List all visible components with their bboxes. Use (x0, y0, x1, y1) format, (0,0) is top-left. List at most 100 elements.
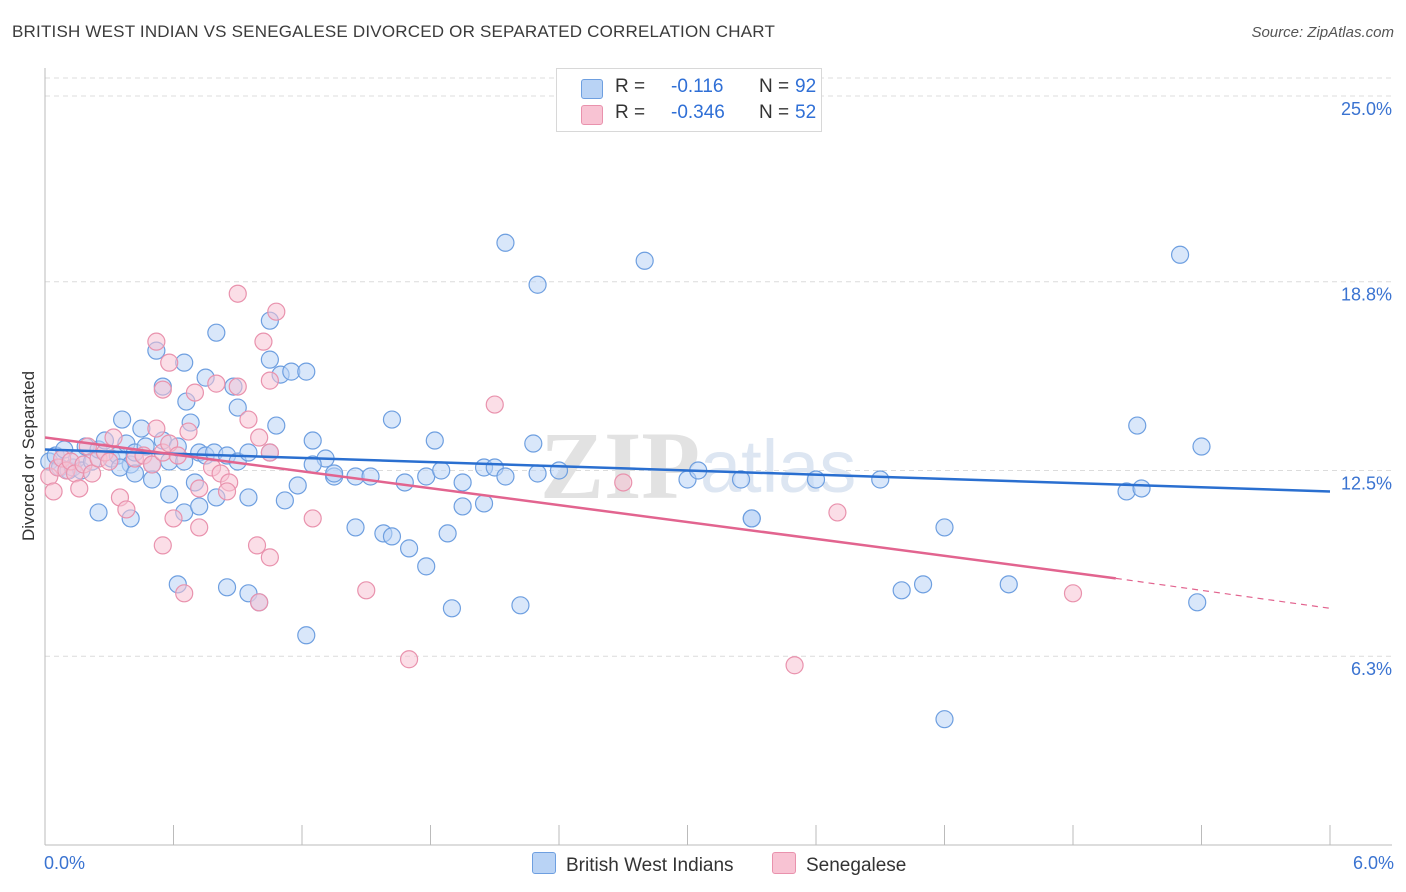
trend-lines (44, 436, 1331, 609)
blue-point (1188, 593, 1207, 612)
blue-point (892, 581, 911, 600)
blue-point (395, 473, 414, 492)
blue-point (635, 251, 654, 270)
blue-point (742, 509, 761, 528)
legend-r-value: -0.116 (671, 76, 724, 97)
pink-point (247, 536, 267, 555)
y-tick-label: 25.0% (1341, 99, 1392, 119)
bottom-legend-pink: Senegalese (772, 852, 906, 877)
pink-point (260, 443, 279, 462)
blue-point (432, 461, 451, 480)
pink-point (250, 593, 269, 612)
pink-point (217, 482, 237, 501)
blue-point (1192, 437, 1211, 456)
blue-point (935, 518, 954, 537)
data-points (40, 233, 1211, 729)
blue-point (239, 488, 258, 507)
legend-r-label: R = (615, 76, 646, 97)
pink-point (250, 428, 269, 447)
pink-point (153, 536, 172, 555)
pink-point (175, 584, 194, 603)
x-tick-label: 6.0% (1353, 853, 1394, 873)
pink-point (117, 500, 136, 519)
blue-point (325, 464, 344, 483)
legend-r-label: R = (615, 102, 646, 123)
pink-point (142, 455, 162, 474)
pink-point (44, 482, 63, 501)
blue-point (239, 443, 258, 462)
pink-point (485, 395, 504, 414)
trendline-pink (44, 436, 1116, 580)
pink-point (185, 383, 205, 402)
blue-point (474, 494, 494, 513)
pink-point (83, 464, 102, 483)
blue-point (524, 434, 543, 453)
source-note: Source: ZipAtlas.com (1251, 24, 1394, 41)
y-tick-label: 18.8% (1341, 285, 1392, 305)
blue-point (1132, 479, 1151, 498)
bottom-legend-swatch-blue (532, 852, 556, 874)
blue-point (453, 473, 472, 492)
blue-point (361, 467, 380, 486)
blue-point (731, 470, 751, 489)
blue-point (442, 599, 462, 618)
legend-swatch-pink (581, 105, 603, 125)
x-tick-label: 0.0% (44, 853, 85, 873)
blue-point (438, 524, 457, 543)
blue-point (275, 491, 294, 510)
legend-r-value: -0.346 (671, 102, 725, 123)
legend-n-value: 92 (795, 76, 817, 97)
pink-point (164, 509, 183, 528)
blue-point (346, 518, 365, 537)
pink-point (785, 656, 804, 675)
pink-point (254, 332, 273, 351)
blue-point (913, 575, 933, 594)
blue-point (1128, 416, 1147, 435)
tick-labels: 6.3% 12.5% 18.8% 25.0% 0.0% 6.0% (44, 99, 1394, 873)
pink-point (260, 548, 279, 567)
legend-n-label: N = (759, 76, 790, 97)
blue-point (160, 485, 179, 504)
pink-point (104, 428, 123, 447)
pink-point (147, 332, 166, 351)
watermark-atlas: atlas (700, 425, 856, 508)
blue-point (417, 557, 436, 576)
trendline-blue (44, 448, 1331, 493)
pink-point (160, 353, 179, 372)
blue-point (496, 467, 515, 486)
pink-point (70, 479, 89, 498)
blue-point (260, 350, 279, 369)
trendline-pink-extension (1115, 577, 1331, 609)
blue-point (999, 575, 1018, 594)
blue-point (549, 461, 569, 480)
pink-point (190, 518, 209, 537)
blue-point (871, 470, 890, 489)
blue-point (267, 416, 286, 435)
pink-point (303, 509, 322, 528)
blue-point (425, 431, 444, 450)
pink-point (399, 650, 419, 669)
pink-point (228, 377, 247, 396)
blue-point (190, 497, 209, 516)
pink-point (614, 473, 633, 492)
bottom-legend-blue: British West Indians (532, 852, 734, 877)
bottom-legend-label-blue: British West Indians (566, 855, 734, 876)
pink-point (267, 302, 286, 321)
blue-point (382, 410, 402, 429)
correlation-legend: R = -0.116 N = 92 R = -0.346 N = 52 (556, 68, 822, 132)
blue-point (382, 527, 402, 546)
blue-point (511, 596, 530, 615)
blue-point (399, 539, 419, 558)
blue-point (453, 497, 472, 516)
blue-point (89, 503, 108, 522)
grid-lines (45, 77, 1392, 657)
y-axis-label: Divorced or Separated (19, 371, 38, 541)
blue-point (528, 275, 547, 294)
blue-point (496, 233, 515, 252)
legend-swatch-blue (581, 79, 603, 99)
blue-point (288, 476, 307, 495)
pink-point (828, 503, 847, 522)
pink-point (1063, 584, 1083, 603)
pink-point (147, 419, 166, 438)
